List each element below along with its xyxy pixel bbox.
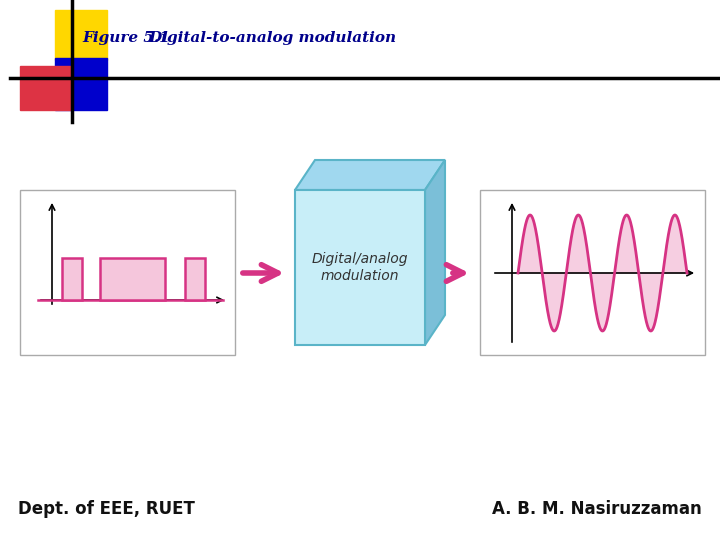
Text: A. B. M. Nasiruzzaman: A. B. M. Nasiruzzaman xyxy=(492,500,702,518)
Bar xyxy=(55,10,107,60)
Bar xyxy=(480,190,705,355)
Bar xyxy=(295,190,425,345)
Bar xyxy=(55,58,107,110)
Text: Digital-to-analog modulation: Digital-to-analog modulation xyxy=(148,31,396,45)
Bar xyxy=(100,258,165,300)
Polygon shape xyxy=(295,160,445,190)
Text: Digital/analog
modulation: Digital/analog modulation xyxy=(312,252,408,282)
Bar xyxy=(20,190,235,355)
Bar xyxy=(185,258,205,300)
Bar xyxy=(62,258,82,300)
Text: Figure 5.1: Figure 5.1 xyxy=(82,31,170,45)
Polygon shape xyxy=(425,160,445,345)
Bar xyxy=(20,66,72,110)
Text: Dept. of EEE, RUET: Dept. of EEE, RUET xyxy=(18,500,195,518)
